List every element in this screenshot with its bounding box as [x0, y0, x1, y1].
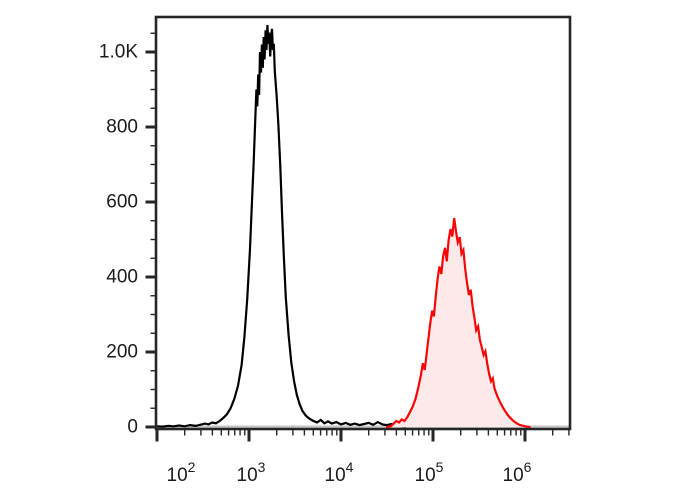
x-tick-exponent: 5 [435, 459, 444, 475]
y-axis-tick-label: 600 [106, 191, 138, 213]
y-axis-tick-label: 0 [127, 416, 138, 438]
x-tick-base: 10 [324, 465, 346, 486]
x-tick-base: 10 [236, 465, 258, 486]
y-axis-tick-label: 1.0K [98, 41, 138, 63]
y-axis-tick-label: 800 [106, 116, 138, 138]
plot-border [154, 15, 572, 431]
x-axis-tick-label: 103 [236, 460, 266, 486]
x-axis-tick-label: 104 [324, 460, 354, 486]
x-axis-tick-label: 102 [166, 460, 196, 486]
y-axis-tick-label: 400 [106, 266, 138, 288]
x-tick-base: 10 [166, 465, 188, 486]
y-axis-tick-label: 200 [106, 341, 138, 363]
x-tick-exponent: 6 [523, 459, 532, 475]
red-filled-histogram [385, 217, 531, 429]
x-tick-exponent: 2 [187, 459, 196, 475]
x-axis-tick-label: 106 [502, 460, 532, 486]
black-outline-histogram [155, 24, 407, 428]
x-tick-base: 10 [502, 465, 524, 486]
x-tick-exponent: 3 [257, 459, 266, 475]
x-tick-exponent: 4 [345, 459, 354, 475]
red-filled-histogram-fill [387, 218, 530, 427]
x-tick-base: 10 [414, 465, 436, 486]
x-axis-tick-label: 105 [414, 460, 444, 486]
